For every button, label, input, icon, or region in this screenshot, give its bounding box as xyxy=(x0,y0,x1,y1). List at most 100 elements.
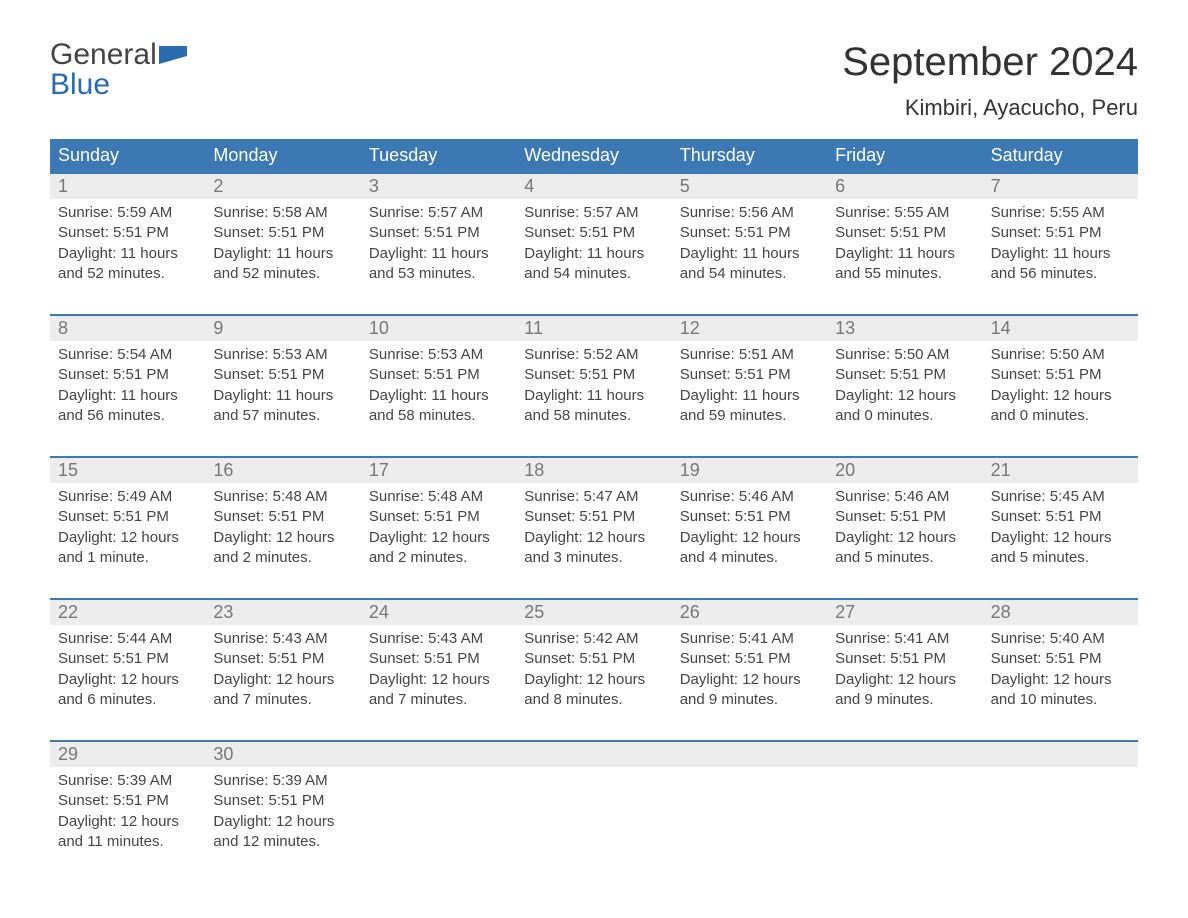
day-body xyxy=(361,767,516,858)
date-cell: 29 xyxy=(50,742,205,767)
daylight-text: Daylight: 12 hours and 9 minutes. xyxy=(680,670,819,711)
day-body: Sunrise: 5:48 AMSunset: 5:51 PMDaylight:… xyxy=(361,483,516,574)
sunset-text: Sunset: 5:51 PM xyxy=(991,507,1130,527)
day-body: Sunrise: 5:43 AMSunset: 5:51 PMDaylight:… xyxy=(361,625,516,716)
sunset-text: Sunset: 5:51 PM xyxy=(835,223,974,243)
body-row: Sunrise: 5:49 AMSunset: 5:51 PMDaylight:… xyxy=(50,483,1138,574)
date-cell: 25 xyxy=(516,600,671,625)
daylight-text: Daylight: 12 hours and 7 minutes. xyxy=(369,670,508,711)
page-title: September 2024 xyxy=(842,40,1138,85)
sunrise-text: Sunrise: 5:46 AM xyxy=(835,487,974,507)
date-cell xyxy=(361,742,516,767)
sunrise-text: Sunrise: 5:49 AM xyxy=(58,487,197,507)
daylight-text: Daylight: 11 hours and 52 minutes. xyxy=(58,244,197,285)
brand-text: General Blue xyxy=(50,40,187,100)
sunrise-text: Sunrise: 5:56 AM xyxy=(680,203,819,223)
sunset-text: Sunset: 5:51 PM xyxy=(369,365,508,385)
sunrise-text: Sunrise: 5:42 AM xyxy=(524,629,663,649)
daylight-text: Daylight: 11 hours and 53 minutes. xyxy=(369,244,508,285)
sunset-text: Sunset: 5:51 PM xyxy=(835,507,974,527)
date-cell: 7 xyxy=(983,174,1138,199)
day-body: Sunrise: 5:56 AMSunset: 5:51 PMDaylight:… xyxy=(672,199,827,290)
daylight-text: Daylight: 11 hours and 57 minutes. xyxy=(213,386,352,427)
day-body: Sunrise: 5:39 AMSunset: 5:51 PMDaylight:… xyxy=(205,767,360,858)
sunrise-text: Sunrise: 5:58 AM xyxy=(213,203,352,223)
week-row: 22232425262728Sunrise: 5:44 AMSunset: 5:… xyxy=(50,598,1138,716)
sunset-text: Sunset: 5:51 PM xyxy=(835,365,974,385)
sunset-text: Sunset: 5:51 PM xyxy=(369,223,508,243)
day-body: Sunrise: 5:40 AMSunset: 5:51 PMDaylight:… xyxy=(983,625,1138,716)
date-row: 22232425262728 xyxy=(50,600,1138,625)
daylight-text: Daylight: 11 hours and 56 minutes. xyxy=(58,386,197,427)
date-cell: 17 xyxy=(361,458,516,483)
daylight-text: Daylight: 12 hours and 5 minutes. xyxy=(835,528,974,569)
day-body xyxy=(827,767,982,858)
date-cell: 12 xyxy=(672,316,827,341)
daylight-text: Daylight: 11 hours and 52 minutes. xyxy=(213,244,352,285)
week-row: 2930Sunrise: 5:39 AMSunset: 5:51 PMDayli… xyxy=(50,740,1138,858)
date-cell: 4 xyxy=(516,174,671,199)
day-body: Sunrise: 5:46 AMSunset: 5:51 PMDaylight:… xyxy=(672,483,827,574)
day-header-friday: Friday xyxy=(827,139,982,172)
date-row: 1234567 xyxy=(50,174,1138,199)
body-row: Sunrise: 5:59 AMSunset: 5:51 PMDaylight:… xyxy=(50,199,1138,290)
day-body: Sunrise: 5:53 AMSunset: 5:51 PMDaylight:… xyxy=(205,341,360,432)
date-cell: 8 xyxy=(50,316,205,341)
sunrise-text: Sunrise: 5:41 AM xyxy=(835,629,974,649)
day-body: Sunrise: 5:51 AMSunset: 5:51 PMDaylight:… xyxy=(672,341,827,432)
day-body: Sunrise: 5:44 AMSunset: 5:51 PMDaylight:… xyxy=(50,625,205,716)
sunset-text: Sunset: 5:51 PM xyxy=(58,365,197,385)
daylight-text: Daylight: 12 hours and 8 minutes. xyxy=(524,670,663,711)
sunset-text: Sunset: 5:51 PM xyxy=(991,649,1130,669)
day-body xyxy=(672,767,827,858)
sunrise-text: Sunrise: 5:55 AM xyxy=(835,203,974,223)
day-header-wednesday: Wednesday xyxy=(516,139,671,172)
sunrise-text: Sunrise: 5:41 AM xyxy=(680,629,819,649)
date-cell: 9 xyxy=(205,316,360,341)
calendar: Sunday Monday Tuesday Wednesday Thursday… xyxy=(50,139,1138,858)
sunrise-text: Sunrise: 5:51 AM xyxy=(680,345,819,365)
daylight-text: Daylight: 12 hours and 6 minutes. xyxy=(58,670,197,711)
day-body: Sunrise: 5:55 AMSunset: 5:51 PMDaylight:… xyxy=(983,199,1138,290)
day-body: Sunrise: 5:58 AMSunset: 5:51 PMDaylight:… xyxy=(205,199,360,290)
daylight-text: Daylight: 12 hours and 1 minute. xyxy=(58,528,197,569)
sunrise-text: Sunrise: 5:53 AM xyxy=(213,345,352,365)
day-body: Sunrise: 5:48 AMSunset: 5:51 PMDaylight:… xyxy=(205,483,360,574)
daylight-text: Daylight: 12 hours and 2 minutes. xyxy=(369,528,508,569)
day-body xyxy=(983,767,1138,858)
day-body: Sunrise: 5:54 AMSunset: 5:51 PMDaylight:… xyxy=(50,341,205,432)
sunset-text: Sunset: 5:51 PM xyxy=(213,223,352,243)
sunset-text: Sunset: 5:51 PM xyxy=(58,649,197,669)
daylight-text: Daylight: 12 hours and 7 minutes. xyxy=(213,670,352,711)
day-body: Sunrise: 5:52 AMSunset: 5:51 PMDaylight:… xyxy=(516,341,671,432)
body-row: Sunrise: 5:54 AMSunset: 5:51 PMDaylight:… xyxy=(50,341,1138,432)
daylight-text: Daylight: 12 hours and 10 minutes. xyxy=(991,670,1130,711)
daylight-text: Daylight: 12 hours and 11 minutes. xyxy=(58,812,197,853)
date-cell: 16 xyxy=(205,458,360,483)
day-body: Sunrise: 5:53 AMSunset: 5:51 PMDaylight:… xyxy=(361,341,516,432)
sunset-text: Sunset: 5:51 PM xyxy=(58,223,197,243)
day-body: Sunrise: 5:49 AMSunset: 5:51 PMDaylight:… xyxy=(50,483,205,574)
sunset-text: Sunset: 5:51 PM xyxy=(524,649,663,669)
sunrise-text: Sunrise: 5:50 AM xyxy=(835,345,974,365)
sunset-text: Sunset: 5:51 PM xyxy=(680,507,819,527)
sunrise-text: Sunrise: 5:59 AM xyxy=(58,203,197,223)
daylight-text: Daylight: 12 hours and 5 minutes. xyxy=(991,528,1130,569)
day-body: Sunrise: 5:57 AMSunset: 5:51 PMDaylight:… xyxy=(516,199,671,290)
date-cell: 20 xyxy=(827,458,982,483)
date-cell: 10 xyxy=(361,316,516,341)
body-row: Sunrise: 5:44 AMSunset: 5:51 PMDaylight:… xyxy=(50,625,1138,716)
day-body xyxy=(516,767,671,858)
sunrise-text: Sunrise: 5:39 AM xyxy=(213,771,352,791)
brand-word2: Blue xyxy=(50,68,110,101)
date-cell: 26 xyxy=(672,600,827,625)
weeks-container: 1234567Sunrise: 5:59 AMSunset: 5:51 PMDa… xyxy=(50,172,1138,858)
day-body: Sunrise: 5:42 AMSunset: 5:51 PMDaylight:… xyxy=(516,625,671,716)
sunrise-text: Sunrise: 5:57 AM xyxy=(369,203,508,223)
sunset-text: Sunset: 5:51 PM xyxy=(58,791,197,811)
date-cell: 14 xyxy=(983,316,1138,341)
date-row: 891011121314 xyxy=(50,316,1138,341)
daylight-text: Daylight: 11 hours and 54 minutes. xyxy=(524,244,663,285)
sunrise-text: Sunrise: 5:54 AM xyxy=(58,345,197,365)
sunrise-text: Sunrise: 5:40 AM xyxy=(991,629,1130,649)
